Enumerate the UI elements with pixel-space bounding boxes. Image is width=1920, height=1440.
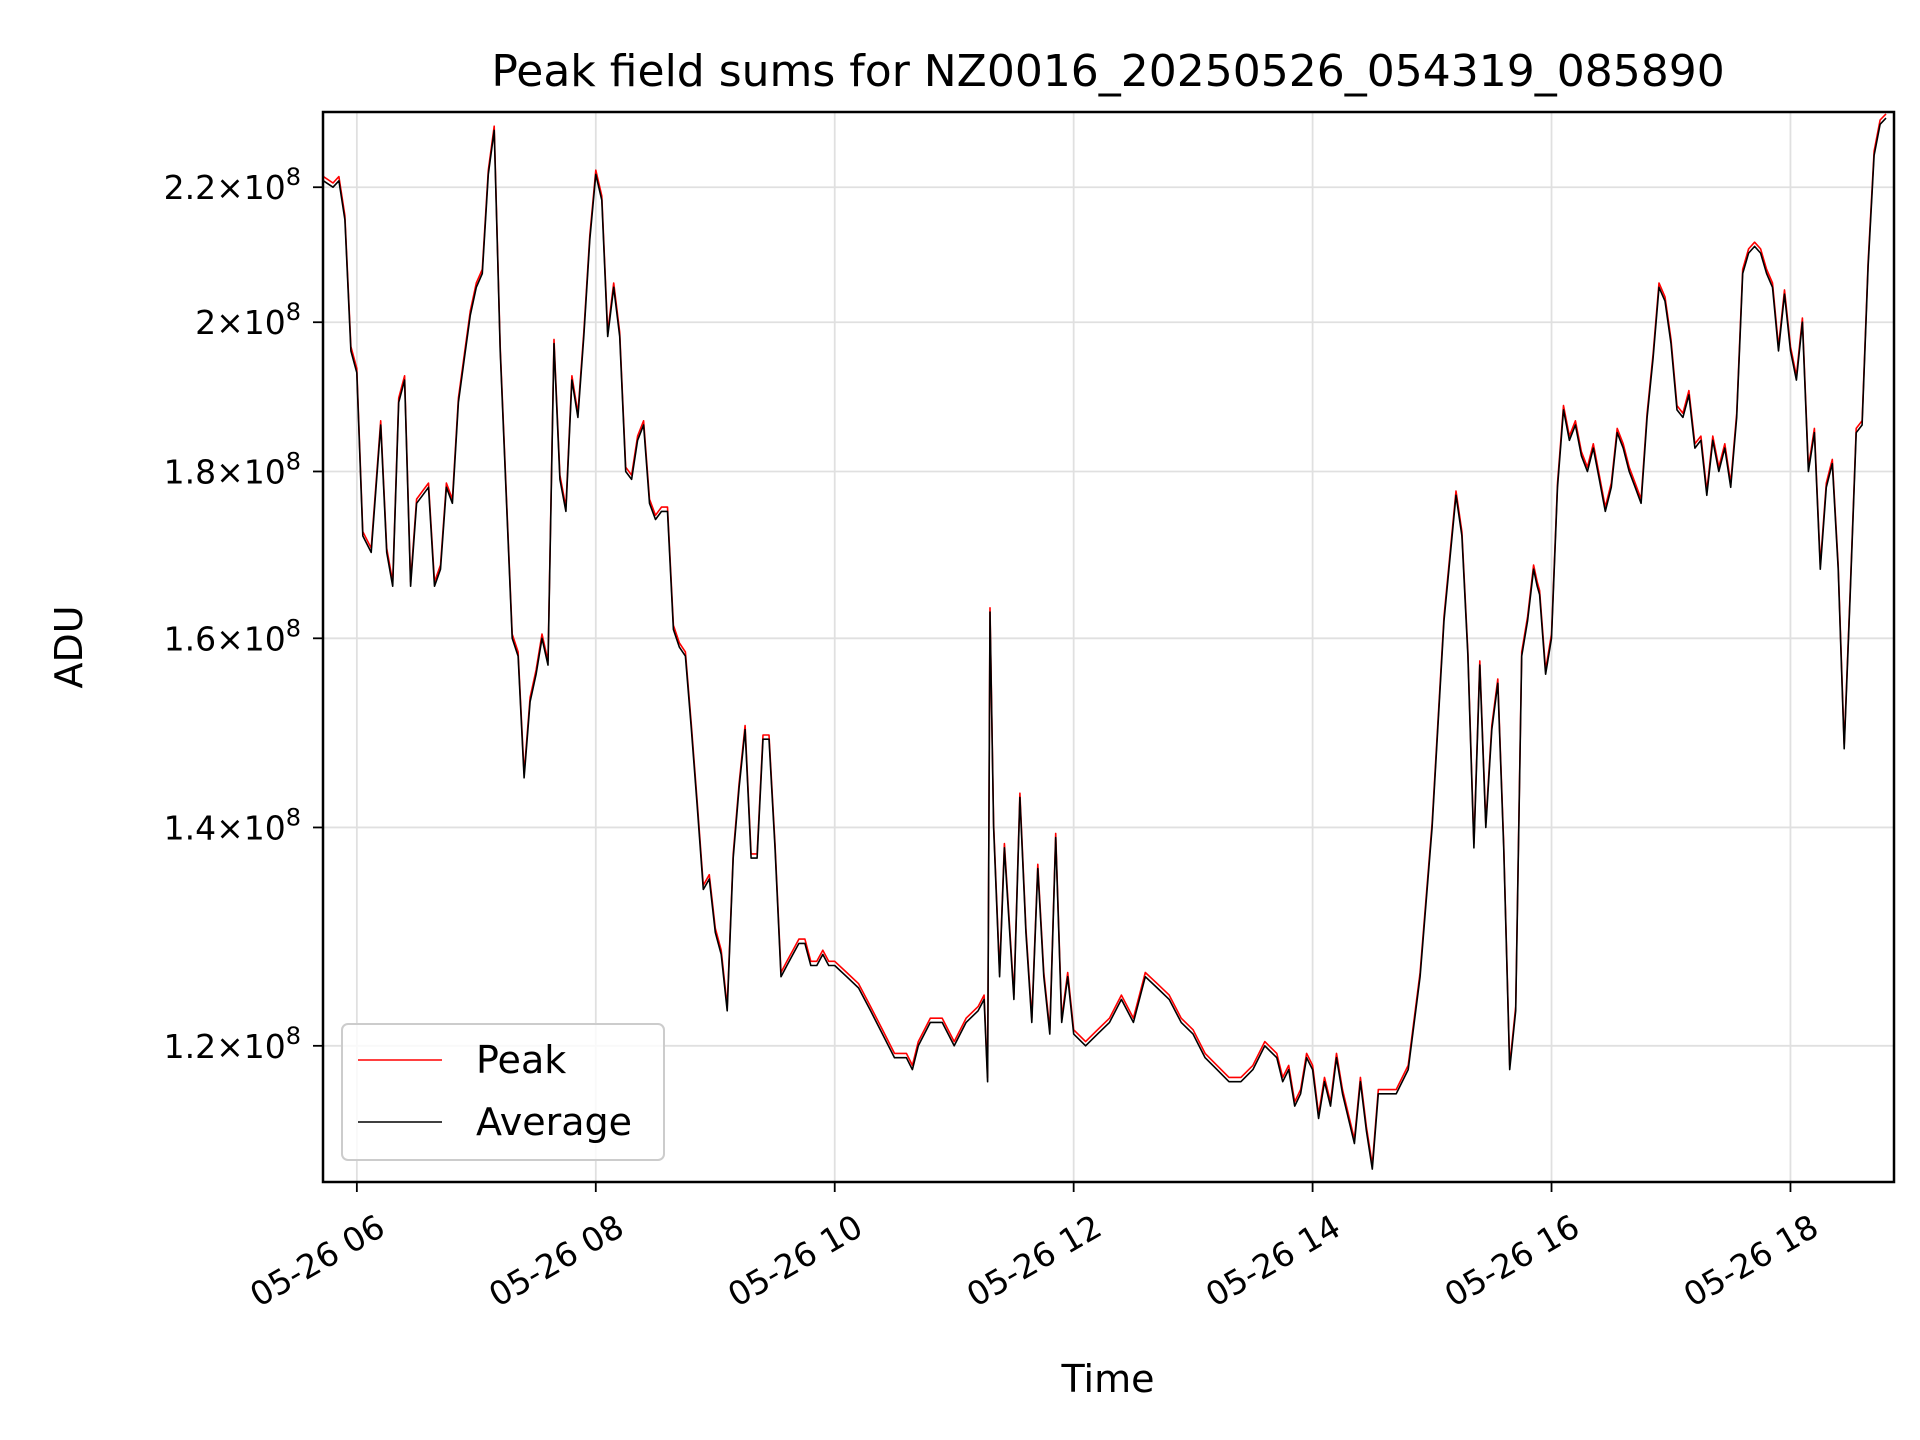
y-tick-exponent: 8 <box>286 614 301 642</box>
y-tick-base: ×10 <box>216 168 286 207</box>
y-tick-mantissa: 1.4 <box>164 808 216 847</box>
y-tick-label: 1.4×108 <box>164 803 301 847</box>
legend-average-label: Average <box>476 1100 632 1144</box>
legend-box <box>341 1023 665 1161</box>
y-tick-exponent: 8 <box>286 447 301 475</box>
legend: Peak Average <box>341 1023 665 1161</box>
y-tick-label: 1.2×108 <box>164 1022 301 1066</box>
y-tick-base: ×10 <box>216 619 286 658</box>
y-tick-label: 2.2×108 <box>164 163 301 207</box>
y-tick-mantissa: 2.2 <box>164 168 216 207</box>
y-tick-exponent: 8 <box>286 1022 301 1050</box>
y-tick-base: ×10 <box>216 1027 286 1066</box>
y-tick-label: 1.8×108 <box>164 447 301 491</box>
x-axis-label: Time <box>1061 1357 1155 1401</box>
y-tick-label: 2×108 <box>195 298 301 342</box>
y-tick-mantissa: 1.2 <box>164 1027 216 1066</box>
y-tick-mantissa: 1.8 <box>164 452 216 491</box>
y-tick-base: ×10 <box>216 303 286 342</box>
y-tick-base: ×10 <box>216 452 286 491</box>
series-layer <box>322 113 1887 1170</box>
y-tick-base: ×10 <box>216 808 286 847</box>
chart-title: Peak field sums for NZ0016_20250526_0543… <box>491 46 1724 97</box>
y-tick-mantissa: 2 <box>195 303 216 342</box>
y-tick-exponent: 8 <box>286 163 301 191</box>
plot-frame <box>321 110 1896 1184</box>
series-line-average <box>322 117 1887 1170</box>
y-tick-exponent: 8 <box>286 298 301 326</box>
legend-peak-label: Peak <box>476 1038 566 1082</box>
y-axis-label: ADU <box>47 605 91 688</box>
y-tick-mantissa: 1.6 <box>164 619 216 658</box>
y-tick-label: 1.6×108 <box>164 614 301 658</box>
y-tick-exponent: 8 <box>286 803 301 831</box>
